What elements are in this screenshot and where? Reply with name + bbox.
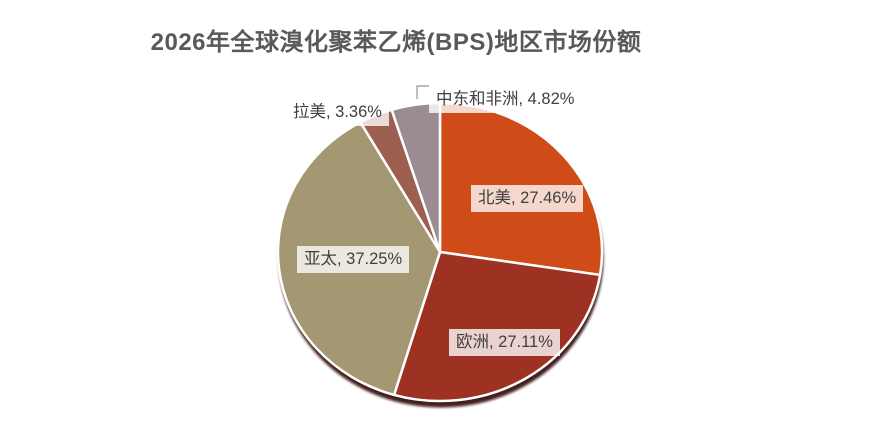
pie-slice-1 [392, 250, 602, 403]
pie-label-latin-america: 拉美, 3.36% [286, 99, 389, 126]
chart-title: 2026年全球溴化聚苯乙烯(BPS)地区市场份额 [150, 29, 642, 56]
pie-label-middle-east-africa: 中东和非洲, 4.82% [429, 86, 582, 113]
label-leader-line [416, 85, 429, 99]
pie-label-asia-pacific: 亚太, 37.25% [297, 246, 410, 273]
pie-slices-group [276, 101, 604, 403]
pie-label-north-america: 北美, 27.46% [471, 185, 584, 212]
pie-label-europe: 欧洲, 27.11% [449, 329, 560, 356]
